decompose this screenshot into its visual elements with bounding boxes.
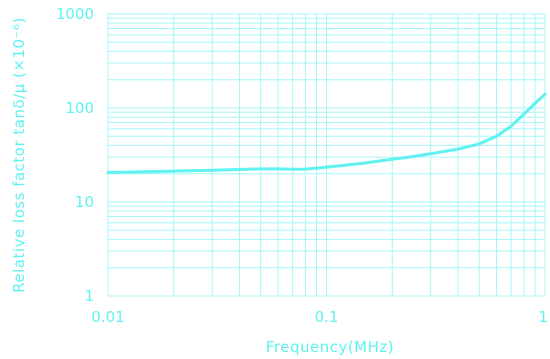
y-tick-label: 10 (75, 193, 94, 211)
y-tick-labels: 1 10 100 1000 (56, 5, 94, 305)
grid-lines (108, 14, 545, 296)
series-line (106, 92, 547, 174)
y-axis-label: Relative loss factor tanδ/μ (×10⁻⁶) (10, 17, 28, 293)
x-tick-label: 0.1 (315, 308, 339, 326)
x-tick-label: 1 (538, 308, 548, 326)
x-tick-label: 0.01 (91, 308, 124, 326)
x-tick-labels: 0.01 0.1 1 (91, 308, 548, 326)
plot-frame (107, 13, 546, 297)
y-tick-label: 1 (84, 287, 94, 305)
y-tick-label: 1000 (56, 5, 94, 23)
y-tick-label: 100 (65, 99, 94, 117)
x-axis-label: Frequency(MHz) (266, 338, 394, 356)
